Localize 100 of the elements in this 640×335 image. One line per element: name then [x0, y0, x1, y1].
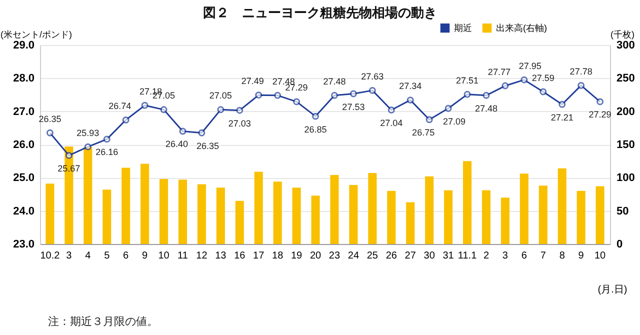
x-tick-label: 9	[578, 250, 584, 262]
x-tick-label: 8	[559, 250, 566, 262]
point	[578, 82, 585, 89]
bar	[311, 196, 320, 244]
point	[482, 92, 490, 99]
bar	[538, 186, 548, 244]
x-tick-label: 24	[348, 250, 360, 262]
y-tick-label: 28.0	[13, 72, 34, 85]
x-tick-label: 10	[594, 250, 606, 262]
y2-tick-label: 250	[616, 72, 635, 85]
bar	[46, 184, 54, 244]
bar	[292, 188, 301, 244]
text: 注：期近３月限の値。	[48, 314, 158, 329]
x-tick-label: 6	[521, 250, 528, 262]
bar	[330, 175, 339, 244]
y-tick-label: 23.0	[13, 238, 34, 250]
y2-tick-label: 200	[616, 106, 635, 118]
point	[65, 152, 72, 159]
x-tick-label: 6	[123, 250, 130, 262]
bar	[178, 180, 188, 244]
data-label: 27.95	[518, 60, 542, 71]
data-label: 26.35	[196, 140, 219, 151]
y-tick-label: 24.0	[13, 205, 34, 218]
data-label: 27.04	[380, 118, 403, 128]
point	[84, 143, 92, 150]
x-tick-label: 2	[483, 250, 490, 262]
data-label: 27.77	[488, 66, 510, 77]
x-tick-label: 10.2	[40, 250, 60, 262]
data-label: 27.63	[361, 71, 384, 82]
x-tick-label: 25	[366, 250, 378, 262]
data-label: 27.59	[532, 72, 554, 83]
bar	[576, 190, 586, 244]
data-label: 27.34	[399, 81, 422, 92]
point	[274, 92, 282, 99]
data-label: 26.16	[96, 147, 118, 158]
point	[330, 92, 338, 99]
bar	[558, 168, 566, 244]
bar	[235, 200, 244, 244]
y2-tick-label: 50	[616, 205, 629, 218]
point	[350, 90, 357, 98]
x-tick-label: 9	[142, 250, 148, 262]
x-tick-label: 10	[158, 250, 170, 262]
y2-tick-label: 100	[616, 172, 635, 184]
legend-label: 出来高(右軸)	[496, 23, 547, 34]
point	[312, 112, 320, 120]
x-tick-label: 12	[196, 250, 208, 262]
y-axis-title: (米セント/ポンド)	[0, 30, 72, 40]
data-label: 26.35	[38, 114, 62, 124]
bar	[425, 176, 434, 244]
data-label: 27.05	[209, 90, 232, 101]
point	[236, 106, 244, 114]
bar	[444, 190, 453, 244]
data-label: 27.48	[323, 76, 346, 86]
chart-title: 図２ ニューヨーク粗糖先物相場の動き	[202, 4, 438, 22]
x-tick-label: 20	[310, 250, 322, 262]
point	[406, 96, 414, 104]
point	[426, 116, 433, 124]
x-tick-label: 26	[386, 250, 398, 262]
data-label: 27.29	[588, 110, 612, 120]
point	[46, 129, 54, 136]
bar	[140, 164, 150, 244]
x-tick-label: 16	[234, 250, 246, 262]
x-tick-label: 31	[442, 250, 454, 262]
bar	[160, 178, 168, 244]
bar	[197, 184, 206, 244]
data-label: 27.78	[570, 66, 592, 76]
x-tick-label: 27	[404, 250, 416, 262]
bar	[520, 174, 528, 244]
y-tick-label: 29.0	[13, 40, 34, 52]
point	[255, 92, 262, 99]
x-tick-label: 4	[85, 250, 92, 262]
x-tick-label: 13	[215, 250, 227, 262]
x-tick-label: 11.1	[458, 250, 478, 262]
bar	[368, 173, 377, 244]
point	[160, 106, 168, 114]
bar	[84, 147, 92, 244]
data-label: 25.93	[76, 128, 100, 138]
data-label: 27.49	[241, 76, 264, 86]
data-label: 27.09	[443, 116, 466, 126]
point	[141, 102, 148, 109]
x-tick-label: 19	[290, 250, 303, 262]
y-tick-label: 26.0	[13, 139, 34, 151]
data-label: 26.74	[108, 100, 132, 111]
data-label: 26.40	[165, 139, 188, 150]
point	[122, 116, 130, 124]
point	[103, 136, 110, 143]
data-label: 27.21	[550, 112, 574, 122]
bar	[122, 168, 130, 244]
bar	[102, 190, 112, 244]
bar	[273, 182, 282, 244]
x-tick-label: 30	[424, 250, 436, 262]
point	[444, 104, 452, 112]
bar	[254, 172, 263, 244]
x-tick-label: 17	[253, 250, 265, 262]
bar	[462, 161, 472, 244]
x-tick-label: 23	[328, 250, 340, 262]
point	[179, 128, 186, 135]
data-label: 27.53	[342, 102, 365, 112]
x-tick-label: 3	[502, 250, 508, 262]
point	[596, 98, 604, 106]
